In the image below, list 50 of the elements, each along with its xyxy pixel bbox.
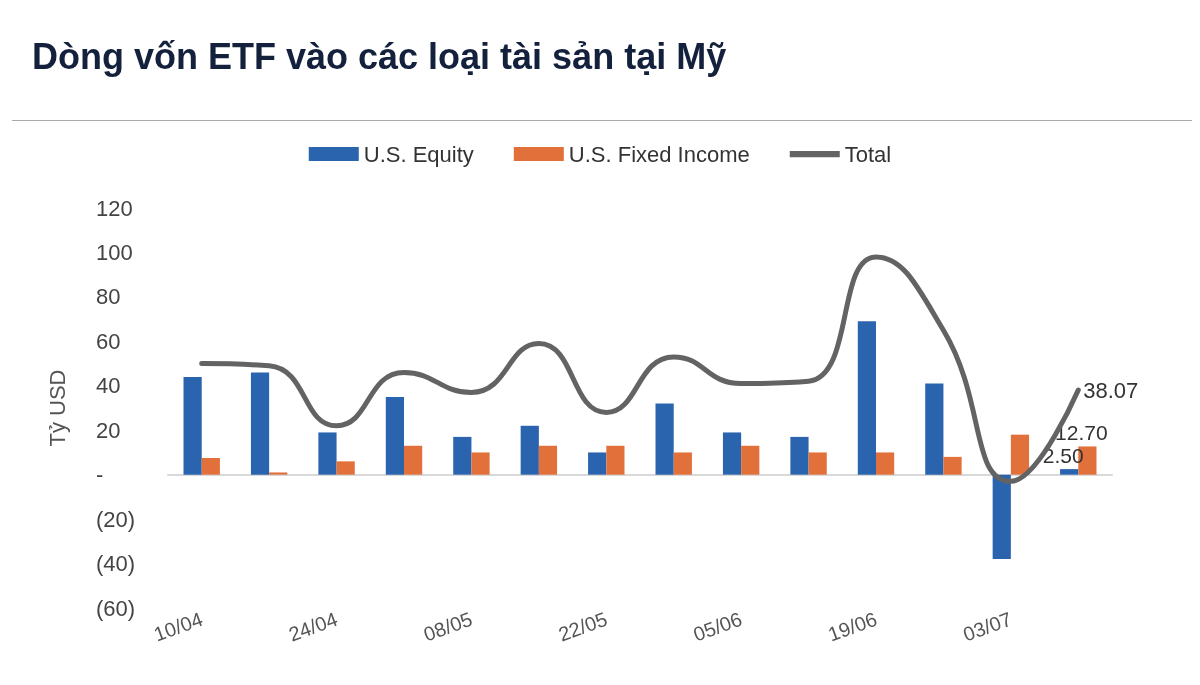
- bar: [606, 445, 625, 475]
- x-tick-label: 24/04: [285, 607, 341, 646]
- x-tick-label: 03/07: [960, 607, 1015, 646]
- bar: [943, 456, 962, 475]
- bar: [808, 452, 827, 475]
- bar: [453, 436, 472, 475]
- bar: [925, 383, 944, 475]
- bar: [1010, 434, 1030, 475]
- legend-label: U.S. Equity: [363, 141, 474, 167]
- y-tick-label: 80: [96, 284, 121, 310]
- bar: [201, 458, 220, 475]
- bar: [673, 452, 692, 475]
- bar: [183, 376, 202, 475]
- bar: [722, 432, 742, 475]
- y-tick-label: (20): [96, 506, 136, 532]
- legend-label: Total: [844, 141, 892, 167]
- chart-title: Dòng vốn ETF vào các loại tài sản tại Mỹ: [32, 36, 727, 78]
- bar: [318, 432, 337, 475]
- bar: [857, 321, 876, 475]
- bar: [404, 445, 423, 475]
- bar: [655, 403, 674, 475]
- bar: [520, 425, 539, 475]
- bar: [250, 372, 270, 475]
- bar: [790, 436, 809, 475]
- y-tick-label: 120: [96, 195, 133, 221]
- x-tick-label: 19/06: [825, 607, 880, 646]
- y-tick-label: 20: [96, 417, 121, 443]
- bar: [269, 472, 288, 475]
- y-axis-title: Tỷ USD: [44, 369, 70, 447]
- y-tick-label: (40): [96, 551, 136, 577]
- bar: [471, 452, 490, 475]
- y-tick-label: -: [96, 462, 104, 488]
- bar: [741, 445, 760, 475]
- bar: [1060, 469, 1079, 475]
- bar: [588, 452, 607, 475]
- x-tick-label: 05/06: [690, 607, 745, 646]
- y-tick-label: 60: [96, 328, 121, 354]
- bar: [876, 452, 895, 475]
- x-tick-label: 10/04: [150, 607, 206, 646]
- bar: [385, 396, 404, 475]
- y-tick-label: (60): [96, 595, 136, 621]
- legend-label: U.S. Fixed Income: [568, 141, 750, 167]
- y-tick-label: 40: [96, 373, 121, 399]
- bar: [336, 461, 355, 475]
- data-label: 38.07: [1083, 377, 1139, 403]
- x-tick-label: 08/05: [420, 607, 476, 646]
- bar: [538, 445, 558, 475]
- bar: [992, 474, 1011, 560]
- y-tick-label: 100: [96, 239, 133, 265]
- x-tick-label: 22/05: [555, 607, 611, 646]
